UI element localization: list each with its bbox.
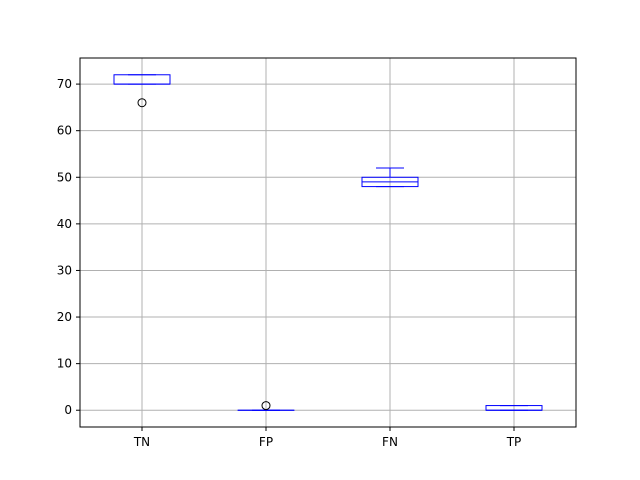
y-tick-label: 0 [64, 403, 72, 417]
box-fn [361, 167, 419, 188]
plot-frame [79, 57, 577, 428]
y-tick-label: 50 [57, 170, 72, 184]
box-tp [485, 405, 543, 411]
boxes [113, 74, 543, 411]
outlier-point [261, 401, 271, 411]
x-tick-label: FN [382, 435, 398, 449]
y-tick-label: 10 [57, 357, 72, 371]
x-tick-label: TN [133, 435, 150, 449]
box-fp [237, 401, 295, 411]
y-tick-label: 30 [57, 263, 72, 277]
y-tick-label: 70 [57, 77, 72, 91]
x-tick-label: TP [506, 435, 522, 449]
outlier-point [137, 98, 147, 108]
y-tick-label: 20 [57, 310, 72, 324]
grid-lines [80, 58, 576, 427]
axes: 0 10 20 30 40 50 60 70 TN FP FN TP [57, 77, 522, 449]
x-tick-label: FP [259, 435, 273, 449]
y-tick-label: 40 [57, 217, 72, 231]
y-tick-label: 60 [57, 124, 72, 138]
box-tn [113, 74, 171, 108]
